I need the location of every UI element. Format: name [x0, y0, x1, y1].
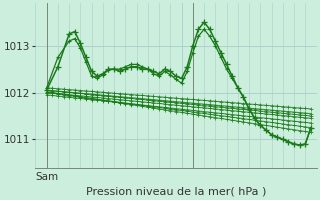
X-axis label: Pression niveau de la mer( hPa ): Pression niveau de la mer( hPa ) — [86, 187, 266, 197]
